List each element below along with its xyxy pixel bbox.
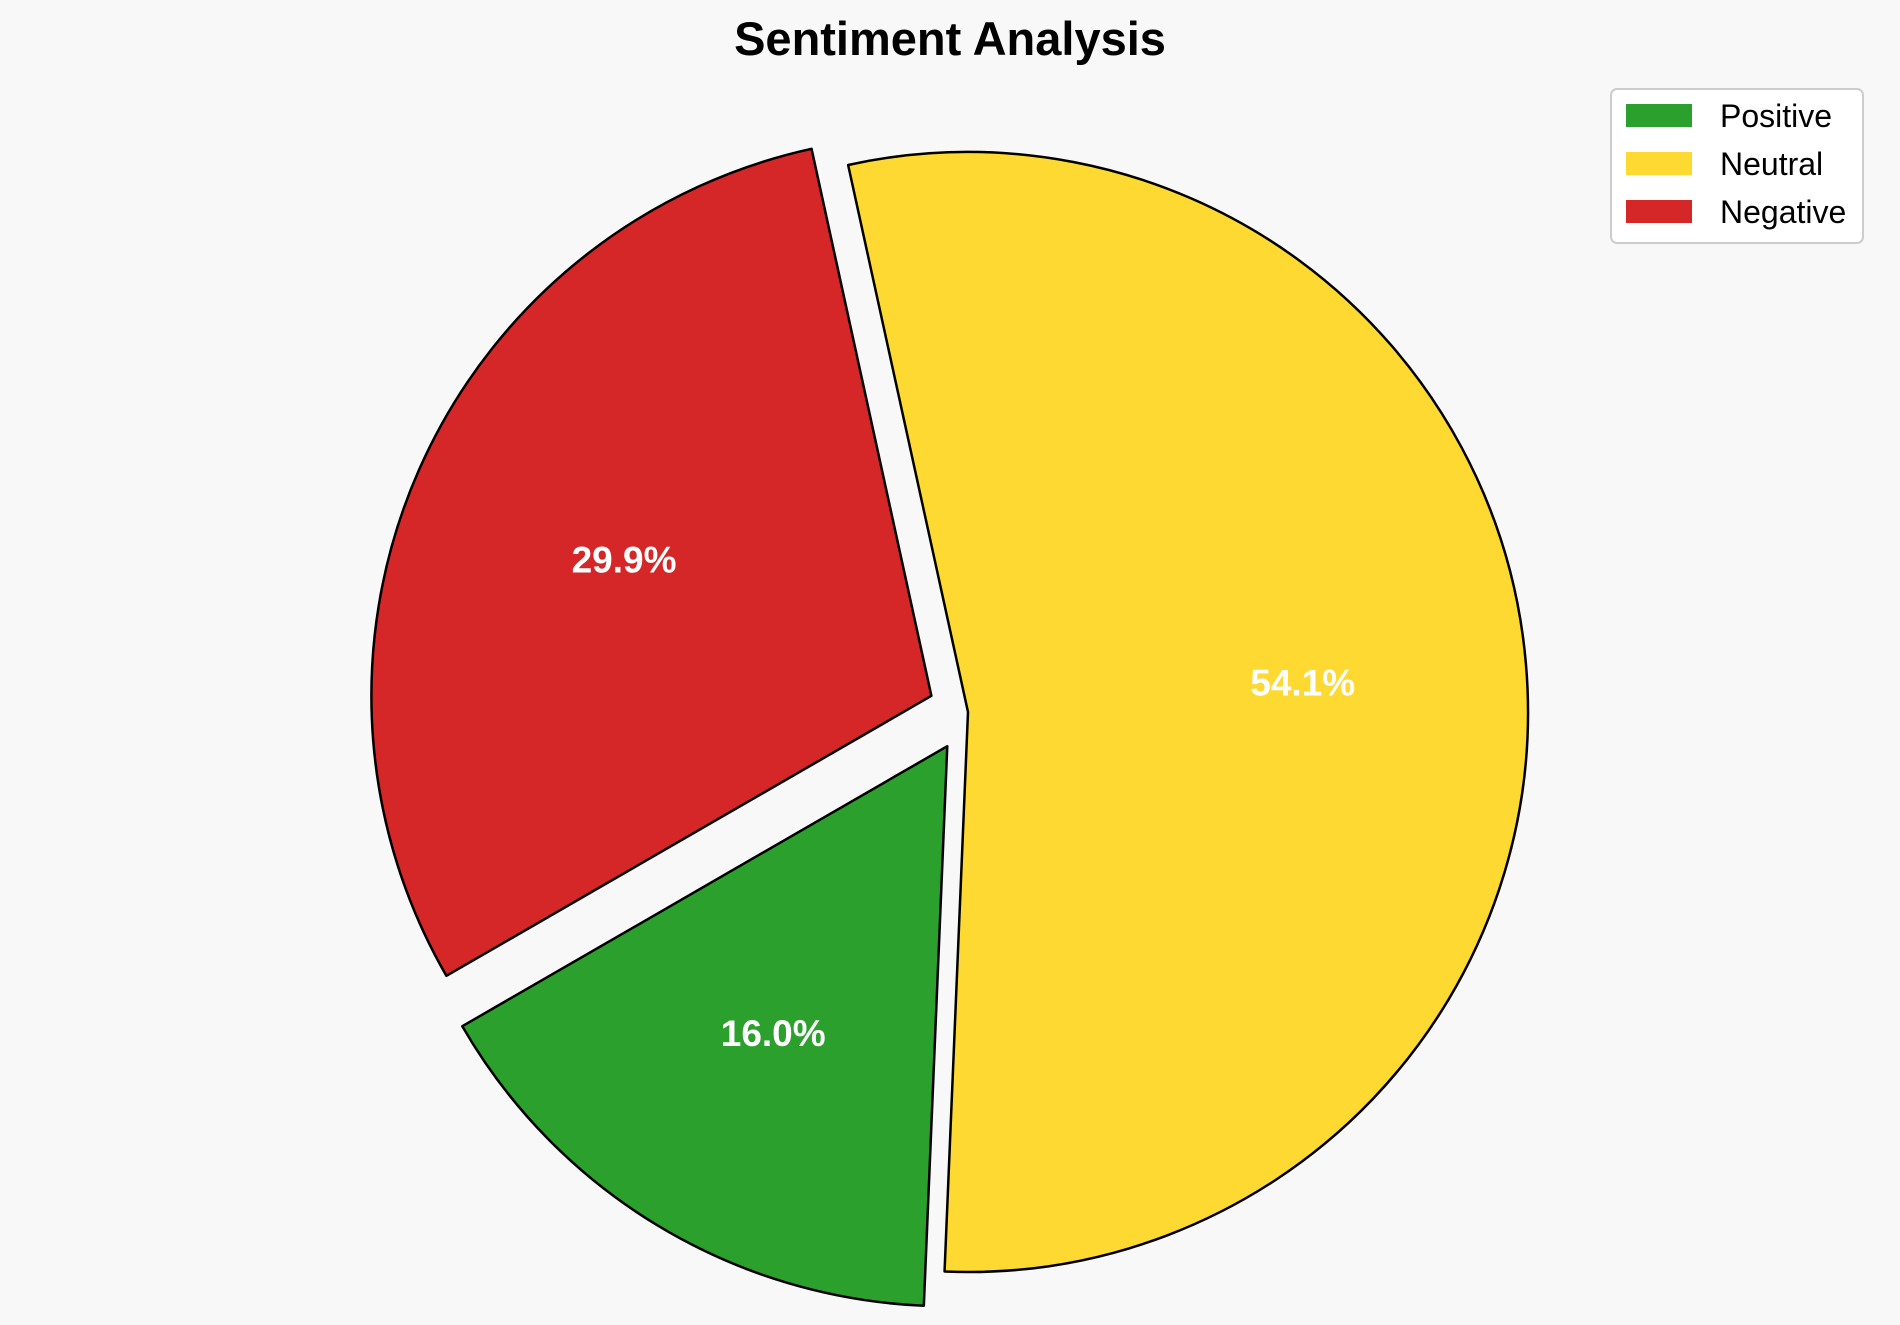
- pie-label-positive: 16.0%: [721, 1013, 826, 1054]
- legend-label-positive: Positive: [1720, 98, 1832, 134]
- chart-title: Sentiment Analysis: [734, 12, 1166, 65]
- legend: Positive Neutral Negative: [1610, 88, 1864, 244]
- pie-slice-neutral: [846, 150, 1530, 1274]
- pie-label-neutral: 54.1%: [1250, 662, 1355, 703]
- pie-slice-negative: [370, 147, 933, 978]
- legend-swatch-positive: [1626, 104, 1692, 127]
- legend-label-neutral: Neutral: [1720, 146, 1823, 182]
- legend-swatch-negative: [1626, 200, 1692, 223]
- pie-percent-labels: 16.0% 54.1% 29.9%: [572, 540, 1356, 1054]
- pie-slice-positive: [461, 744, 949, 1307]
- pie-slices: [370, 147, 1530, 1307]
- legend-label-negative: Negative: [1720, 194, 1846, 230]
- legend-swatch-neutral: [1626, 152, 1692, 175]
- pie-label-negative: 29.9%: [572, 540, 677, 581]
